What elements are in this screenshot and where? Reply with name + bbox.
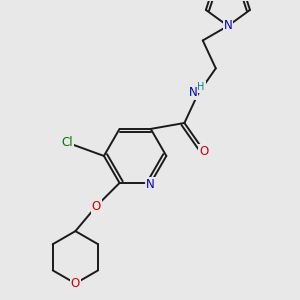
Text: N: N [224, 20, 232, 32]
Text: N: N [188, 85, 197, 99]
Text: Cl: Cl [61, 136, 73, 149]
Text: H: H [197, 82, 205, 92]
Text: O: O [199, 145, 208, 158]
Text: O: O [92, 200, 101, 213]
Text: O: O [71, 277, 80, 290]
Text: N: N [146, 178, 155, 191]
